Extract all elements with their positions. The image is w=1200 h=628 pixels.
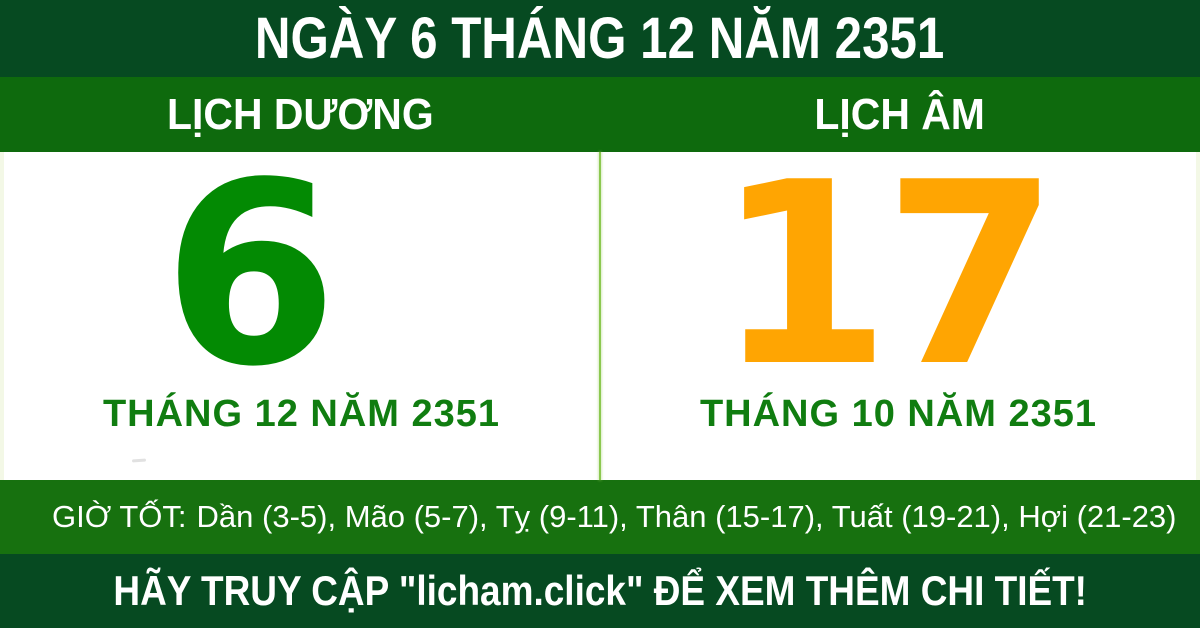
solar-calendar-label: LỊCH DƯƠNG [166, 89, 434, 139]
calendar-type-bar: LỊCH DƯƠNG LỊCH ÂM [0, 77, 1200, 152]
tab-lunar-calendar: LỊCH ÂM [600, 77, 1200, 152]
lunar-panel: 17 THÁNG 10 NĂM 2351 [601, 150, 1196, 480]
lunar-day-number: 17 [715, 129, 1059, 422]
lunar-calendar-label: LỊCH ÂM [814, 89, 986, 139]
smudge-artifact [131, 458, 147, 463]
solar-day-number: 6 [162, 129, 338, 422]
tab-solar-calendar: LỊCH DƯƠNG [0, 77, 600, 152]
good-hours-bar: GIỜ TỐT: Dần (3-5), Mão (5-7), Tỵ (9-11)… [0, 480, 1200, 554]
page-title: NGÀY 6 THÁNG 12 NĂM 2351 [255, 6, 945, 71]
footer-bar: HÃY TRUY CẬP "licham.click" ĐỂ XEM THÊM … [0, 554, 1200, 628]
good-hours-label: GIỜ TỐT: [52, 499, 187, 534]
footer-cta-text: HÃY TRUY CẬP "licham.click" ĐỂ XEM THÊM … [113, 567, 1087, 614]
lunar-month-year: THÁNG 10 NĂM 2351 [699, 393, 1098, 435]
date-header-bar: NGÀY 6 THÁNG 12 NĂM 2351 [0, 0, 1200, 77]
calendar-panels: 6 THÁNG 12 NĂM 2351 17 THÁNG 10 NĂM 2351 [0, 150, 1200, 480]
solar-month-year: THÁNG 12 NĂM 2351 [102, 393, 501, 435]
solar-panel: 6 THÁNG 12 NĂM 2351 [4, 150, 599, 480]
good-hours-list: Dần (3-5), Mão (5-7), Tỵ (9-11), Thân (1… [196, 499, 1177, 534]
panel-divider [599, 152, 601, 480]
